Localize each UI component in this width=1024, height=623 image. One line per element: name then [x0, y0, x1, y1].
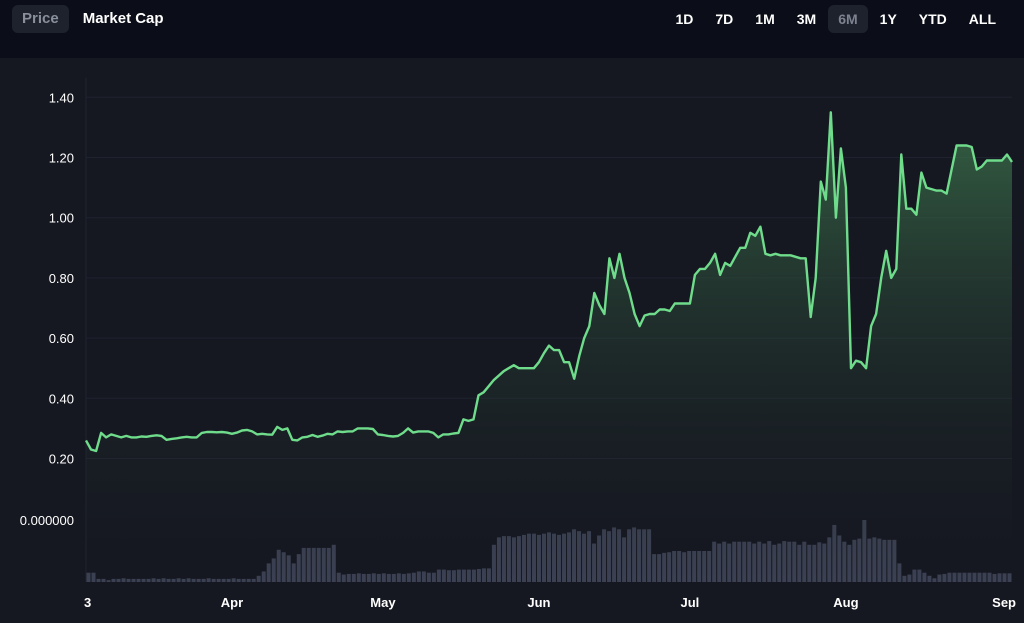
grid-lines [85, 78, 1012, 582]
range-7d-button[interactable]: 7D [715, 11, 734, 27]
y-tick-label: 1.40 [49, 90, 74, 105]
x-tick-label: 3 [84, 595, 91, 610]
tab-market-cap[interactable]: Market Cap [82, 10, 164, 27]
price-chart[interactable]: 0.20 0.40 0.60 0.80 1.00 1.20 1.40 0.000000 3 A… [0, 58, 1024, 623]
range-ytd-button[interactable]: YTD [918, 11, 947, 27]
price-chart-area[interactable]: 0.20 0.40 0.60 0.80 1.00 1.20 1.40 0.000000 3 A… [0, 58, 1024, 623]
y-tick-label: 1.00 [49, 211, 74, 226]
x-tick-label: May [370, 595, 396, 610]
tab-price[interactable]: Price [12, 5, 69, 33]
time-range-selector: 1D 7D 1M 3M 6M 1Y YTD ALL [663, 5, 1006, 33]
y-tick-label: 0.80 [49, 271, 74, 286]
range-6m-button[interactable]: 6M [828, 5, 868, 33]
y-axis-ticks: 0.20 0.40 0.60 0.80 1.00 1.20 1.40 [49, 90, 74, 466]
x-axis-ticks: 3 Apr May Jun Jul Aug Sep [84, 595, 1016, 610]
y-tick-label: 0.60 [49, 331, 74, 346]
x-tick-label: Jun [527, 595, 550, 610]
y-tick-label: 0.40 [49, 391, 74, 406]
x-tick-label: Aug [833, 595, 858, 610]
x-tick-label: Jul [681, 595, 700, 610]
volume-axis-label: 0.000000 [20, 513, 74, 528]
x-tick-label: Sep [992, 595, 1016, 610]
range-1d-button[interactable]: 1D [675, 11, 694, 27]
price-line [84, 111, 1013, 453]
range-all-button[interactable]: ALL [968, 11, 996, 27]
top-toolbar: Price Market Cap 1D 7D 1M 3M 6M 1Y YTD A… [0, 0, 1024, 40]
metric-tabs: Price Market Cap [12, 5, 178, 33]
y-tick-label: 1.20 [49, 151, 74, 166]
range-1m-button[interactable]: 1M [755, 11, 775, 27]
x-tick-label: Apr [221, 595, 243, 610]
y-tick-label: 0.20 [49, 452, 74, 467]
range-3m-button[interactable]: 3M [796, 11, 817, 27]
range-1y-button[interactable]: 1Y [879, 11, 897, 27]
